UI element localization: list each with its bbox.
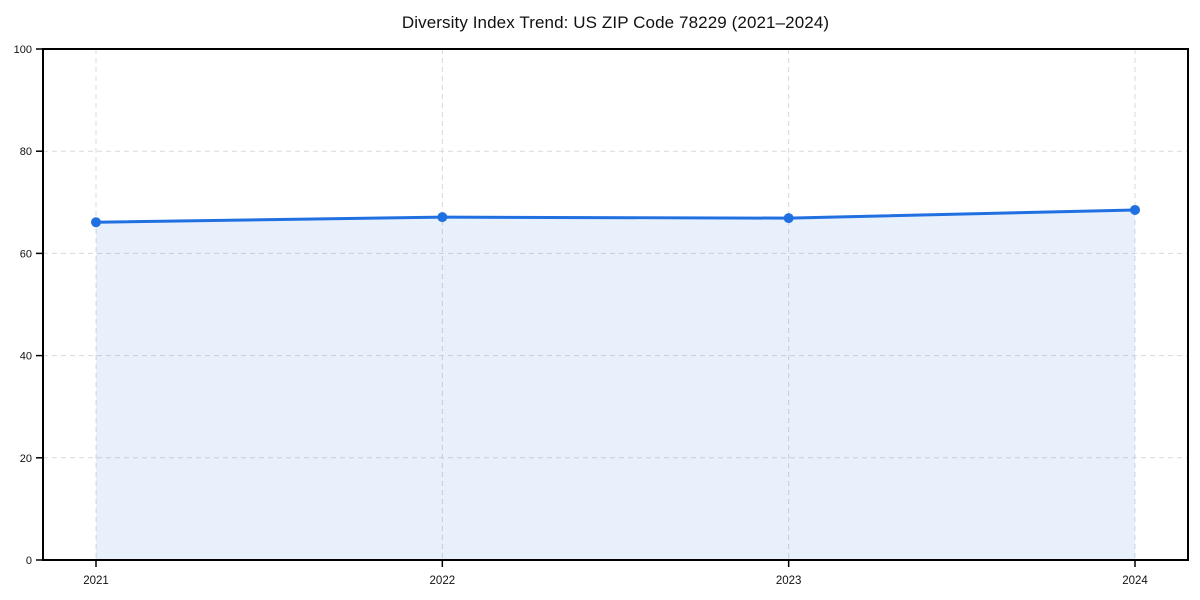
plot-border xyxy=(42,48,1189,561)
data-point-2022 xyxy=(437,212,448,223)
y-tick-label: 60 xyxy=(20,248,32,260)
data-point-2024 xyxy=(1130,204,1140,215)
area-fill xyxy=(96,209,1135,560)
y-tick-label: 100 xyxy=(14,44,32,56)
x-tick-label: 2022 xyxy=(430,575,456,587)
y-tick-label: 40 xyxy=(20,351,32,363)
y-tick-label: 20 xyxy=(20,453,32,465)
x-tick-label: 2021 xyxy=(83,575,109,587)
data-point-2023 xyxy=(783,213,794,224)
x-tick-label: 2024 xyxy=(1122,575,1148,587)
x-tick-label: 2023 xyxy=(776,575,802,587)
y-tick-label: 80 xyxy=(20,146,32,158)
data-point-2021 xyxy=(91,217,101,228)
y-tick-label: 0 xyxy=(26,555,32,567)
chart-title: Diversity Index Trend: US ZIP Code 78229… xyxy=(401,13,830,32)
trend-line xyxy=(94,208,1137,224)
